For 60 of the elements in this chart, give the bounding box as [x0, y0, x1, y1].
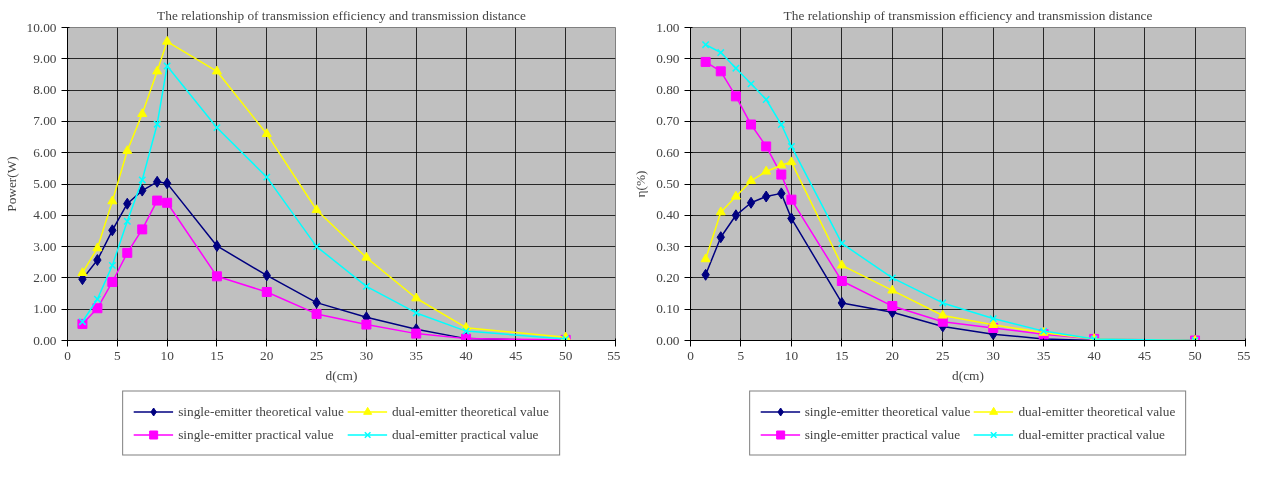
x-tick-label: 10: [160, 347, 175, 363]
x-tick-label: 30: [359, 347, 374, 363]
x-tick-label: 40: [1087, 347, 1102, 363]
x-tick-label: 50: [559, 347, 573, 363]
y-axis-title: Power(W): [3, 156, 19, 212]
y-tick-label: 0.20: [656, 269, 680, 285]
x-tick-label: 5: [737, 347, 745, 363]
y-tick-label: 8.00: [33, 82, 57, 98]
x-tick-label: 20: [260, 347, 274, 363]
legend-label: single-emitter theoretical value: [804, 403, 971, 419]
y-tick-label: 0.70: [656, 113, 680, 129]
x-tick-label: 45: [1137, 347, 1152, 363]
y-tick-label: 0.10: [656, 301, 680, 317]
y-tick-label: 9.00: [33, 50, 57, 66]
chart-title: The relationship of transmission efficiency and transmission distance: [157, 7, 526, 23]
x-tick-label: 35: [1037, 347, 1051, 363]
y-tick-label: 2.00: [33, 269, 57, 285]
x-tick-label: 0: [687, 347, 695, 363]
y-tick-label: 0.80: [656, 82, 680, 98]
x-tick-label: 0: [64, 347, 72, 363]
x-tick-label: 20: [885, 347, 900, 363]
x-tick-label: 25: [309, 347, 324, 363]
y-tick-label: 0.90: [656, 50, 680, 66]
y-tick-label: 7.00: [33, 113, 57, 129]
x-tick-label: 40: [459, 347, 474, 363]
y-tick-label: 1.00: [33, 301, 57, 317]
y-tick-label: 1.00: [656, 19, 680, 35]
x-tick-label: 15: [210, 347, 224, 363]
y-tick-label: 0.00: [656, 332, 680, 348]
y-tick-label: 0.30: [656, 238, 680, 254]
x-tick-label: 15: [835, 347, 849, 363]
legend-label: dual-emitter theoretical value: [391, 403, 549, 419]
x-tick-label: 50: [1188, 347, 1203, 363]
y-tick-label: 4.00: [33, 207, 57, 223]
x-tick-label: 5: [113, 347, 121, 363]
x-axis-title: d(cm): [952, 367, 984, 383]
y-tick-label: 3.00: [33, 238, 57, 254]
y-tick-label: 0.50: [656, 176, 680, 191]
y-tick-label: 6.00: [33, 144, 57, 160]
y-tick-label: 0.40: [656, 207, 680, 223]
legend-label: dual-emitter theoretical value: [1018, 403, 1176, 419]
legend-label: single-emitter practical value: [804, 426, 961, 442]
y-tick-label: 0.00: [33, 332, 57, 348]
legend-label: dual-emitter practical value: [1018, 426, 1165, 442]
y-tick-label: 0.60: [656, 144, 680, 160]
x-tick-label: 25: [936, 347, 950, 363]
x-axis-title: d(cm): [325, 367, 358, 383]
legend-label: dual-emitter practical value: [391, 426, 539, 442]
x-tick-label: 45: [509, 347, 523, 363]
x-tick-label: 55: [1237, 347, 1251, 363]
y-tick-label: 10.00: [26, 19, 57, 35]
x-tick-label: 30: [986, 347, 1001, 363]
y-tick-label: 5.00: [33, 176, 57, 191]
y-axis-title: η(%): [633, 170, 649, 198]
x-tick-label: 35: [409, 347, 424, 363]
x-tick-label: 55: [607, 347, 621, 363]
x-tick-label: 10: [784, 347, 799, 363]
chart-title: The relationship of transmission efficiency and transmission distance: [783, 7, 1153, 23]
legend-label: single-emitter theoretical value: [178, 403, 344, 419]
legend-label: single-emitter practical value: [178, 426, 334, 442]
